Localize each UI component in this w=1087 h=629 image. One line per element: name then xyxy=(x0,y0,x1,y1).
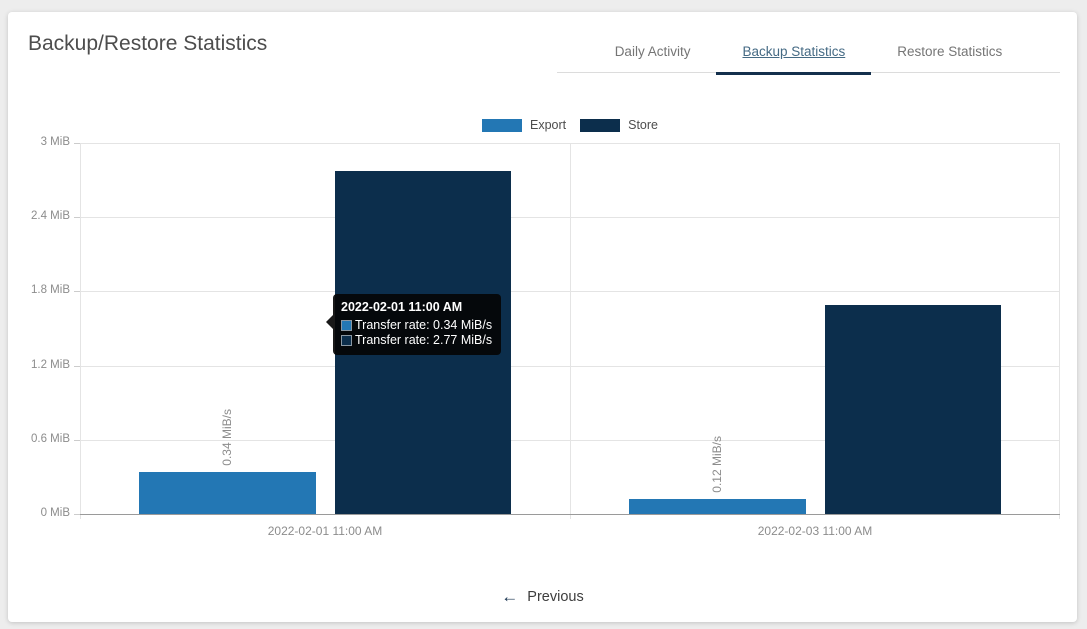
tooltip-row: Transfer rate: 0.34 MiB/s xyxy=(341,318,492,333)
y-tick-label: 2.4 MiB xyxy=(31,210,70,223)
page-title: Backup/Restore Statistics xyxy=(28,32,268,55)
chart-legend: Export Store xyxy=(80,117,1060,133)
tooltip-rows: Transfer rate: 0.34 MiB/s Transfer rate: … xyxy=(341,318,492,348)
bar-export-2022-02-01-11-00-am[interactable]: 0.34 MiB/s xyxy=(139,409,316,514)
previous-label: Previous xyxy=(527,588,584,605)
category-boundary-line xyxy=(80,143,81,519)
bar-store-2022-02-03-11-00-am[interactable] xyxy=(824,305,1001,514)
tooltip-series-swatch xyxy=(341,335,352,346)
legend-item-store[interactable]: Store xyxy=(580,117,658,133)
tab-bar: Daily Activity Backup Statistics Restore S… xyxy=(557,29,1060,75)
legend-swatch-store xyxy=(580,118,621,132)
x-axis-label: 2022-02-03 11:00 AM xyxy=(757,524,873,538)
plot-area: 0.34 MiB/s 0.12 MiB/s xyxy=(74,143,1060,519)
y-tick-label: 1.2 MiB xyxy=(31,358,70,371)
category-boundary-line xyxy=(1059,143,1060,519)
legend-label: Export xyxy=(529,118,567,132)
bar-value-label: 0.12 MiB/s xyxy=(710,436,725,494)
tooltip-series-swatch xyxy=(341,320,352,331)
tooltip-row-text: Transfer rate: 2.77 MiB/s xyxy=(355,333,493,347)
content-card: Backup/Restore Statistics Daily Activity… xyxy=(8,12,1077,622)
bar-export-2022-02-03-11-00-am[interactable]: 0.12 MiB/s xyxy=(629,436,806,514)
tooltip-row: Transfer rate: 2.77 MiB/s xyxy=(341,333,492,348)
chart-tooltip: 2022-02-01 11:00 AM Transfer rate: 0.34 … xyxy=(325,294,502,355)
y-axis-labels: 3 MiB 2.4 MiB 1.8 MiB 1.2 MiB 0.6 MiB 0 MiB xyxy=(8,136,70,519)
left-arrow-icon: ← xyxy=(501,587,519,606)
x-axis-line xyxy=(80,514,1060,515)
y-tick-label: 1.8 MiB xyxy=(31,284,70,297)
y-tick-label: 0.6 MiB xyxy=(31,432,70,445)
tab-backup-statistics[interactable]: Backup Statistics xyxy=(716,29,872,75)
legend-item-export[interactable]: Export xyxy=(481,117,567,133)
tooltip-title: 2022-02-01 11:00 AM xyxy=(341,300,463,314)
y-tick xyxy=(74,439,80,441)
y-tick-label: 3 MiB xyxy=(40,136,70,148)
legend-label: Store xyxy=(628,118,659,132)
y-tick-label: 0 MiB xyxy=(40,507,70,519)
x-axis-labels: 2022-02-01 11:00 AM 2022-02-03 11:00 AM xyxy=(80,524,1060,538)
y-tick xyxy=(74,291,80,293)
category-boundary-line xyxy=(570,143,571,519)
y-tick xyxy=(74,514,80,515)
footer-nav: ← Previous xyxy=(8,588,1077,605)
bar-group-2022-02-03-11-00-am: 0.12 MiB/s xyxy=(570,143,1060,514)
y-tick xyxy=(74,217,80,219)
y-tick xyxy=(74,143,80,144)
previous-button[interactable]: ← Previous xyxy=(501,588,583,605)
x-axis-label: 2022-02-01 11:00 AM xyxy=(267,524,383,538)
bar-value-label: 0.34 MiB/s xyxy=(220,409,235,466)
y-tick xyxy=(74,365,80,367)
tooltip-row-text: Transfer rate: 0.34 MiB/s xyxy=(355,318,493,332)
legend-swatch-export xyxy=(481,118,522,132)
tab-daily-activity[interactable]: Daily Activity xyxy=(614,43,691,59)
tab-restore-statistics[interactable]: Restore Statistics xyxy=(897,43,1003,59)
